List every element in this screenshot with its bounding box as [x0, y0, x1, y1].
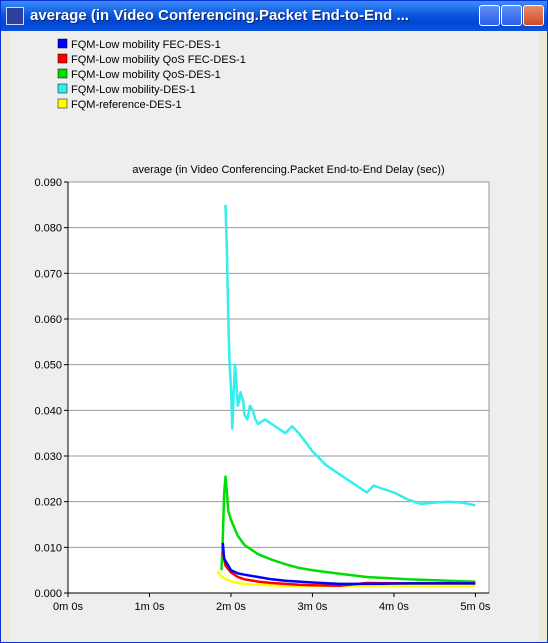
y-tick-label: 0.070: [34, 268, 62, 280]
y-tick-label: 0.030: [34, 451, 62, 463]
legend-swatch: [57, 68, 68, 79]
app-icon: [6, 7, 24, 25]
x-tick-label: 1m 0s: [134, 601, 164, 613]
series-line: [220, 475, 476, 583]
legend-swatch: [57, 38, 68, 49]
x-tick-label: 3m 0s: [297, 601, 327, 613]
legend-swatch: [57, 83, 68, 94]
series-line: [216, 570, 476, 587]
y-tick-label: 0.080: [34, 223, 62, 235]
series-line: [224, 204, 476, 507]
title-bar[interactable]: average (in Video Conferencing.Packet En…: [1, 1, 547, 31]
chart-title: average (in Video Conferencing.Packet En…: [132, 164, 444, 176]
y-tick-label: 0.050: [34, 360, 62, 372]
y-tick-label: 0.020: [34, 497, 62, 509]
chart-panel: FQM-Low mobility FEC-DES-1 FQM-Low mobili…: [9, 31, 539, 642]
y-tick-label: 0.060: [34, 314, 62, 326]
x-tick-label: 4m 0s: [379, 601, 409, 613]
legend-label: FQM-Low mobility-DES-1: [71, 84, 196, 96]
x-tick-label: 5m 0s: [460, 601, 490, 613]
legend-label: FQM-Low mobility QoS FEC-DES-1: [71, 54, 246, 66]
series-line: [221, 542, 476, 586]
close-button[interactable]: [523, 5, 544, 26]
plot-area: [67, 181, 490, 594]
maximize-button[interactable]: [501, 5, 522, 26]
y-tick-label: 0.000: [34, 588, 62, 600]
legend-swatch: [57, 98, 68, 109]
y-tick-label: 0.010: [34, 542, 62, 554]
legend-swatch: [57, 53, 68, 64]
y-tick-label: 0.040: [34, 405, 62, 417]
legend-label: FQM-reference-DES-1: [71, 99, 182, 111]
x-tick-label: 2m 0s: [216, 601, 246, 613]
chart-svg: FQM-Low mobility FEC-DES-1 FQM-Low mobili…: [34, 38, 491, 613]
legend-label: FQM-Low mobility QoS-DES-1: [71, 69, 221, 81]
y-tick-label: 0.090: [34, 177, 62, 189]
window-title: average (in Video Conferencing.Packet En…: [30, 7, 409, 24]
x-tick-label: 0m 0s: [53, 601, 83, 613]
legend-label: FQM-Low mobility FEC-DES-1: [71, 39, 221, 51]
minimize-button[interactable]: [479, 5, 500, 26]
